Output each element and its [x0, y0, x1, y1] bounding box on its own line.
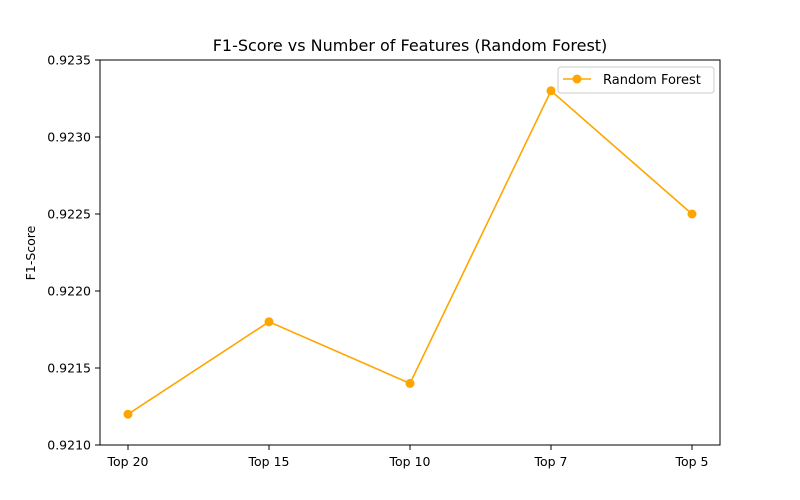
data-point: [546, 86, 556, 96]
y-tick-label: 0.9235: [47, 53, 91, 68]
y-tick-label: 0.9220: [47, 284, 91, 299]
x-tick-label: Top 20: [107, 454, 149, 469]
data-point: [405, 378, 415, 388]
y-axis-ticks: 0.9210 0.9215 0.9220 0.9225 0.9230 0.9235: [47, 53, 100, 453]
data-point: [687, 209, 697, 219]
y-tick-label: 0.9225: [47, 207, 91, 222]
legend-label-random-forest: Random Forest: [603, 73, 701, 88]
legend: Random Forest: [557, 66, 715, 94]
series-line: [127, 89, 693, 415]
y-tick-label: 0.9215: [47, 361, 91, 376]
y-axis-label: F1-Score: [23, 225, 38, 280]
data-point: [123, 409, 133, 419]
plot-frame: [99, 59, 721, 446]
legend-box: [557, 66, 715, 94]
x-tick-label: Top 15: [248, 454, 290, 469]
chart-title: F1-Score vs Number of Features (Random F…: [213, 36, 608, 55]
x-tick-label: Top 7: [533, 454, 567, 469]
y-tick-label: 0.9230: [47, 130, 91, 145]
x-axis-ticks: Top 20 Top 15 Top 10 Top 7 Top 5: [107, 445, 709, 469]
legend-marker-swatch: [572, 74, 582, 84]
series-group: [123, 86, 697, 419]
y-tick-label: 0.9210: [47, 438, 91, 453]
data-point: [264, 317, 274, 327]
x-tick-label: Top 5: [674, 454, 708, 469]
x-tick-label: Top 10: [389, 454, 431, 469]
